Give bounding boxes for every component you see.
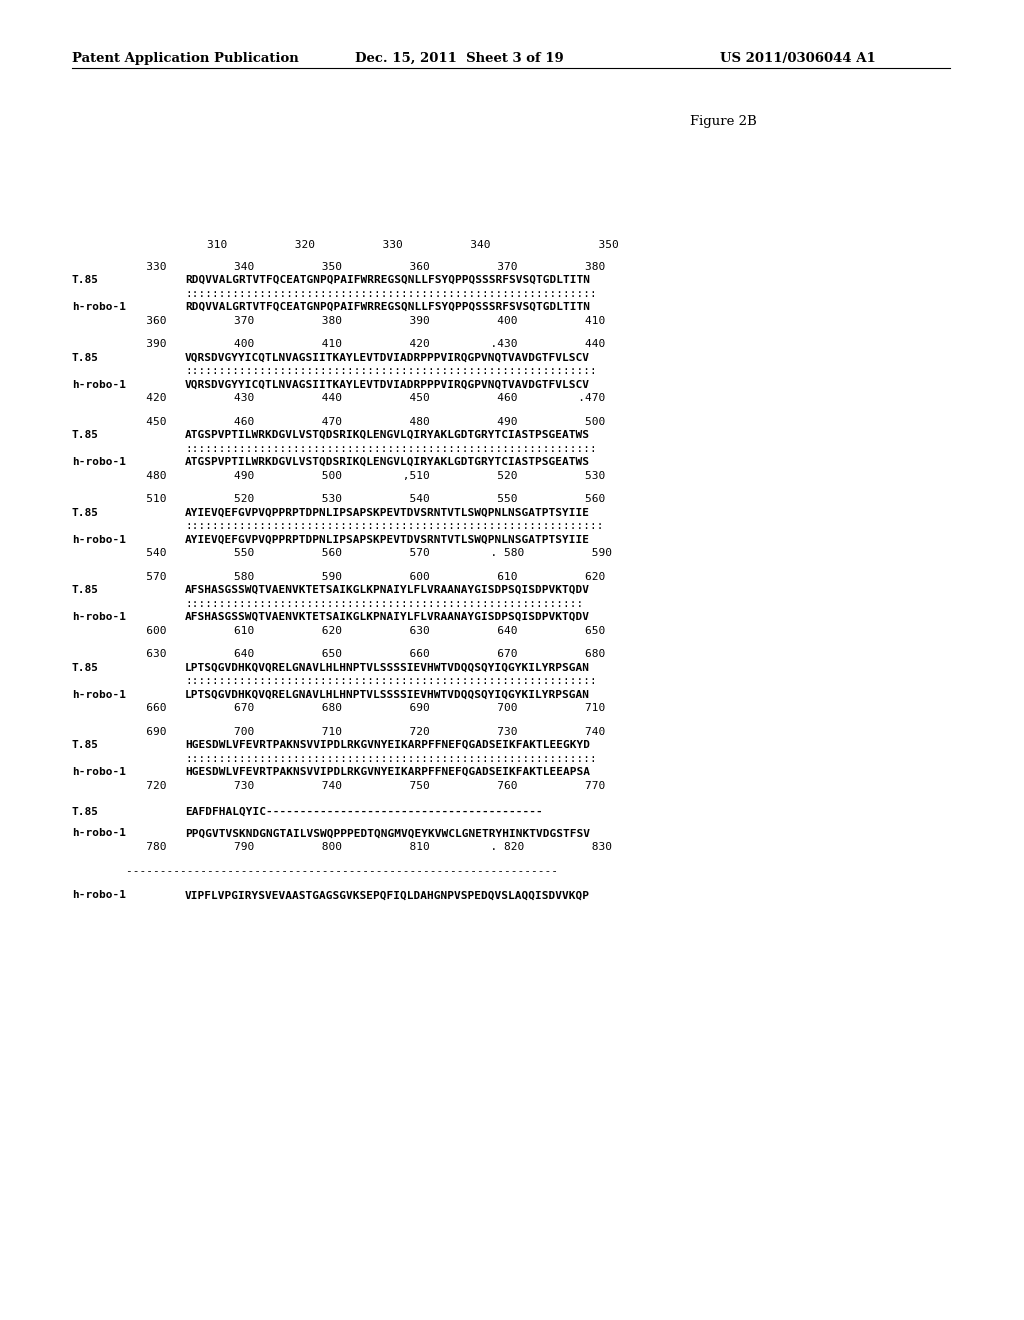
Text: VQRSDVGYYICQTLNVAGSIITKAYLEVTDVIADRPPPVIRQGPVNQTVAVDGTFVLSCV: VQRSDVGYYICQTLNVAGSIITKAYLEVTDVIADRPPPVI… xyxy=(185,352,590,363)
Text: h-robo-1: h-robo-1 xyxy=(72,457,126,467)
Text: ATGSPVPTILWRKDGVLVSTQDSRIKQLENGVLQIRYAKLGDTGRYTCIASTPSGEATWS: ATGSPVPTILWRKDGVLVSTQDSRIKQLENGVLQIRYAKL… xyxy=(185,430,590,440)
Text: h-robo-1: h-robo-1 xyxy=(72,612,126,622)
Text: 360          370          380          390          400          410: 360 370 380 390 400 410 xyxy=(72,315,605,326)
Text: h-robo-1: h-robo-1 xyxy=(72,689,126,700)
Text: T.85: T.85 xyxy=(72,663,99,673)
Text: LPTSQGVDHKQVQRELGNAVLHLHNPTVLSSSSIEVHWTVDQQSQYIQGYKILYRPSGAN: LPTSQGVDHKQVQRELGNAVLHLHNPTVLSSSSIEVHWTV… xyxy=(185,663,590,673)
Text: PPQGVTVSKNDGNGTAILVSWQPPPEDTQNGMVQEYKVWCLGNETRYHINKTVDGSTFSV: PPQGVTVSKNDGNGTAILVSWQPPPEDTQNGMVQEYKVWC… xyxy=(185,829,590,838)
Text: 570          580          590          600          610          620: 570 580 590 600 610 620 xyxy=(72,572,605,582)
Text: Dec. 15, 2011  Sheet 3 of 19: Dec. 15, 2011 Sheet 3 of 19 xyxy=(355,51,564,65)
Text: h-robo-1: h-robo-1 xyxy=(72,767,126,777)
Text: ATGSPVPTILWRKDGVLVSTQDSRIKQLENGVLQIRYAKLGDTGRYTCIASTPSGEATWS: ATGSPVPTILWRKDGVLVSTQDSRIKQLENGVLQIRYAKL… xyxy=(185,457,590,467)
Text: RDQVVALGRTVTFQCEATGNPQPAIFWRREGSQNLLFSYQPPQSSSRFSVSQTGDLTITN: RDQVVALGRTVTFQCEATGNPQPAIFWRREGSQNLLFSYQ… xyxy=(185,275,590,285)
Text: HGESDWLVFEVRTPAKNSVVIPDLRKGVNYEIKARPFFNEFQGADSEIKFAKTLEEAPSA: HGESDWLVFEVRTPAKNSVVIPDLRKGVNYEIKARPFFNE… xyxy=(185,767,590,777)
Text: Patent Application Publication: Patent Application Publication xyxy=(72,51,299,65)
Text: T.85: T.85 xyxy=(72,807,99,817)
Text: h-robo-1: h-robo-1 xyxy=(72,302,126,312)
Text: 510          520          530          540          550          560: 510 520 530 540 550 560 xyxy=(72,494,605,504)
Text: 630          640          650          660          670          680: 630 640 650 660 670 680 xyxy=(72,649,605,659)
Text: 480          490          500         ,510          520          530: 480 490 500 ,510 520 530 xyxy=(72,471,605,480)
Text: AYIEVQEFGVPVQPPRPTDPNLIPSAPSKPEVTDVSRNTVTLSWQPNLNSGATPTSYIIE: AYIEVQEFGVPVQPPRPTDPNLIPSAPSKPEVTDVSRNTV… xyxy=(185,508,590,517)
Text: h-robo-1: h-robo-1 xyxy=(72,535,126,545)
Text: AYIEVQEFGVPVQPPRPTDPNLIPSAPSKPEVTDVSRNTVTLSWQPNLNSGATPTSYIIE: AYIEVQEFGVPVQPPRPTDPNLIPSAPSKPEVTDVSRNTV… xyxy=(185,535,590,545)
Text: 310          320          330          340                350: 310 320 330 340 350 xyxy=(72,240,618,249)
Text: :::::::::::::::::::::::::::::::::::::::::::::::::::::::::::::: ::::::::::::::::::::::::::::::::::::::::… xyxy=(185,676,597,686)
Text: 600          610          620          630          640          650: 600 610 620 630 640 650 xyxy=(72,626,605,636)
Text: VQRSDVGYYICQTLNVAGSIITKAYLEVTDVIADRPPPVIRQGPVNQTVAVDGTFVLSCV: VQRSDVGYYICQTLNVAGSIITKAYLEVTDVIADRPPPVI… xyxy=(185,380,590,389)
Text: :::::::::::::::::::::::::::::::::::::::::::::::::::::::::::: ::::::::::::::::::::::::::::::::::::::::… xyxy=(185,598,584,609)
Text: US 2011/0306044 A1: US 2011/0306044 A1 xyxy=(720,51,876,65)
Text: T.85: T.85 xyxy=(72,741,99,750)
Text: AFSHASGSSWQTVAENVKTETSAIKGLKPNAIYLFLVRAANAYGISDPSQISDPVKTQDV: AFSHASGSSWQTVAENVKTETSAIKGLKPNAIYLFLVRAA… xyxy=(185,585,590,595)
Text: RDQVVALGRTVTFQCEATGNPQPAIFWRREGSQNLLFSYQPPQSSSRFSVSQTGDLTITN: RDQVVALGRTVTFQCEATGNPQPAIFWRREGSQNLLFSYQ… xyxy=(185,302,590,312)
Text: Figure 2B: Figure 2B xyxy=(690,115,757,128)
Text: EAFDFHALQYIC-----------------------------------------: EAFDFHALQYIC----------------------------… xyxy=(185,807,543,817)
Text: :::::::::::::::::::::::::::::::::::::::::::::::::::::::::::::: ::::::::::::::::::::::::::::::::::::::::… xyxy=(185,289,597,298)
Text: 450          460          470          480          490          500: 450 460 470 480 490 500 xyxy=(72,417,605,426)
Text: 690          700          710          720          730          740: 690 700 710 720 730 740 xyxy=(72,726,605,737)
Text: h-robo-1: h-robo-1 xyxy=(72,380,126,389)
Text: 540          550          560          570         . 580          590: 540 550 560 570 . 580 590 xyxy=(72,548,612,558)
Text: :::::::::::::::::::::::::::::::::::::::::::::::::::::::::::::: ::::::::::::::::::::::::::::::::::::::::… xyxy=(185,444,597,454)
Text: 390          400          410          420         .430          440: 390 400 410 420 .430 440 xyxy=(72,339,605,348)
Text: VIPFLVPGIRYSVEVAASTGAGSGVKSEPQFIQLDAHGNPVSPEDQVSLAQQISDVVKQP: VIPFLVPGIRYSVEVAASTGAGSGVKSEPQFIQLDAHGNP… xyxy=(185,891,590,900)
Text: 780          790          800          810         . 820          830: 780 790 800 810 . 820 830 xyxy=(72,842,612,851)
Text: AFSHASGSSWQTVAENVKTETSAIKGLKPNAIYLFLVRAANAYGISDPSQISDPVKTQDV: AFSHASGSSWQTVAENVKTETSAIKGLKPNAIYLFLVRAA… xyxy=(185,612,590,622)
Text: 330          340          350          360          370          380: 330 340 350 360 370 380 xyxy=(72,261,605,272)
Text: T.85: T.85 xyxy=(72,430,99,440)
Text: h-robo-1: h-robo-1 xyxy=(72,891,126,900)
Text: T.85: T.85 xyxy=(72,585,99,595)
Text: T.85: T.85 xyxy=(72,352,99,363)
Text: h-robo-1: h-robo-1 xyxy=(72,829,126,838)
Text: HGESDWLVFEVRTPAKNSVVIPDLRKGVNYEIKARPFFNEFQGADSEIKFAKTLEEGKYD: HGESDWLVFEVRTPAKNSVVIPDLRKGVNYEIKARPFFNE… xyxy=(185,741,590,750)
Text: LPTSQGVDHKQVQRELGNAVLHLHNPTVLSSSSIEVHWTVDQQSQYIQGYKILYRPSGAN: LPTSQGVDHKQVQRELGNAVLHLHNPTVLSSSSIEVHWTV… xyxy=(185,689,590,700)
Text: :::::::::::::::::::::::::::::::::::::::::::::::::::::::::::::: ::::::::::::::::::::::::::::::::::::::::… xyxy=(185,366,597,376)
Text: ----------------------------------------------------------------: ----------------------------------------… xyxy=(72,866,558,876)
Text: 720          730          740          750          760          770: 720 730 740 750 760 770 xyxy=(72,780,605,791)
Text: ::::::::::::::::::::::::::::::::::::::::::::::::::::::::::::::: ::::::::::::::::::::::::::::::::::::::::… xyxy=(185,521,603,531)
Text: T.85: T.85 xyxy=(72,508,99,517)
Text: T.85: T.85 xyxy=(72,275,99,285)
Text: 420          430          440          450          460         .470: 420 430 440 450 460 .470 xyxy=(72,393,605,403)
Text: :::::::::::::::::::::::::::::::::::::::::::::::::::::::::::::: ::::::::::::::::::::::::::::::::::::::::… xyxy=(185,754,597,763)
Text: 660          670          680          690          700          710: 660 670 680 690 700 710 xyxy=(72,704,605,713)
